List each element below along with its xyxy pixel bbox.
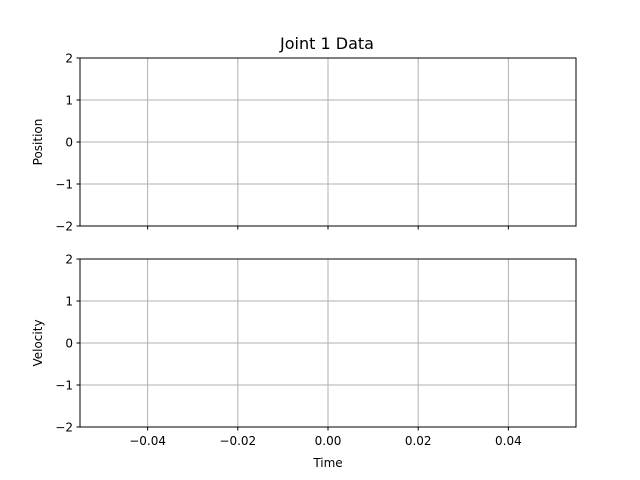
x-tick-label: 0.02 <box>405 434 432 448</box>
y-tick-label: 2 <box>65 52 73 66</box>
x-tick-label: −0.04 <box>129 434 166 448</box>
position-axis-label: Position <box>31 119 45 166</box>
y-tick-label: −2 <box>55 421 73 435</box>
y-tick-label: 0 <box>65 136 73 150</box>
axes-frame <box>79 258 577 428</box>
axes-frame <box>79 57 577 227</box>
y-tick-label: 1 <box>65 295 73 309</box>
x-tick-label: −0.02 <box>219 434 256 448</box>
y-tick-label: −1 <box>55 379 73 393</box>
time-axis-label: Time <box>312 456 342 470</box>
velocity-axis-label: Velocity <box>31 319 45 366</box>
y-tick-label: −2 <box>55 220 73 234</box>
position-subplot: −2 −1 0 1 2 <box>55 52 577 234</box>
chart-title: Joint 1 Data <box>279 34 374 53</box>
y-tick-label: −1 <box>55 178 73 192</box>
x-tick-label: 0.04 <box>495 434 522 448</box>
y-tick-label: 1 <box>65 94 73 108</box>
y-tick-label: 2 <box>65 253 73 267</box>
x-tick-label: 0.00 <box>315 434 342 448</box>
velocity-subplot: −0.04 −0.02 0.00 0.02 0.04 −2 −1 0 1 2 <box>55 253 577 448</box>
y-tick-label: 0 <box>65 337 73 351</box>
